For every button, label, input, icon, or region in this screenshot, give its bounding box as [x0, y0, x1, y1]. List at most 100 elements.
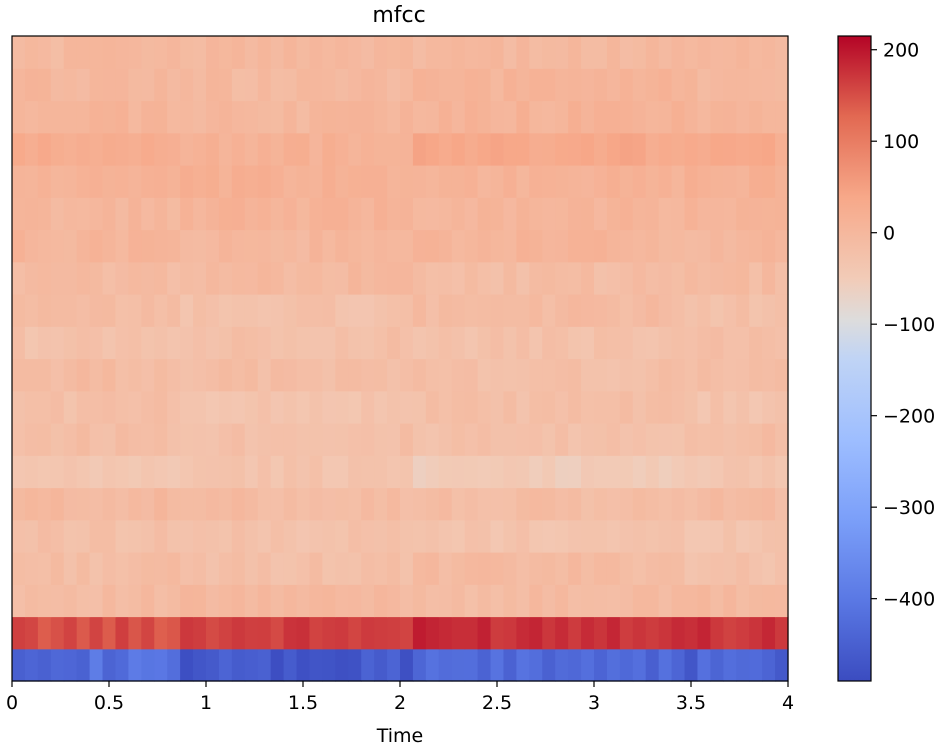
heatmap-cell-coef-9-frame-4 — [63, 358, 78, 392]
heatmap-cell-coef-12-frame-49 — [645, 261, 660, 295]
heatmap-cell-coef-19-frame-47 — [619, 36, 634, 69]
heatmap-cell-coef-13-frame-50 — [658, 229, 673, 263]
heatmap-cell-coef-3-frame-45 — [594, 552, 608, 585]
heatmap-cell-coef-4-frame-53 — [697, 519, 711, 553]
heatmap-cell-coef-10-frame-56 — [736, 326, 750, 360]
heatmap-cell-coef-8-frame-46 — [606, 390, 621, 424]
heatmap-cell-coef-18-frame-26 — [348, 68, 362, 102]
heatmap-cell-coef-19-frame-42 — [555, 36, 569, 69]
heatmap-cell-coef-6-frame-20 — [270, 455, 285, 489]
heatmap-cell-coef-4-frame-47 — [619, 519, 634, 553]
heatmap-cell-coef-1-frame-26 — [348, 616, 362, 650]
heatmap-cell-coef-8-frame-17 — [231, 390, 246, 424]
heatmap-cell-coef-5-frame-40 — [529, 487, 543, 521]
heatmap-cell-coef-12-frame-41 — [542, 261, 556, 295]
heatmap-cell-coef-13-frame-38 — [503, 229, 517, 263]
heatmap-cell-coef-2-frame-21 — [283, 584, 298, 618]
heatmap-cell-coef-1-frame-43 — [568, 616, 582, 650]
heatmap-cell-coef-13-frame-17 — [231, 229, 246, 263]
heatmap-cell-coef-3-frame-4 — [63, 552, 78, 585]
heatmap-cell-coef-14-frame-43 — [568, 197, 582, 231]
heatmap-cell-coef-2-frame-47 — [619, 584, 634, 618]
heatmap-cell-coef-6-frame-31 — [412, 455, 427, 489]
heatmap-cell-coef-7-frame-36 — [477, 423, 492, 456]
heatmap-cell-coef-0-frame-41 — [542, 648, 556, 682]
heatmap-cell-coef-0-frame-45 — [594, 648, 608, 682]
heatmap-cell-coef-3-frame-2 — [37, 552, 52, 585]
heatmap-cell-coef-9-frame-43 — [568, 358, 582, 392]
heatmap-cell-coef-17-frame-37 — [490, 100, 505, 134]
heatmap-cell-coef-18-frame-27 — [361, 68, 375, 102]
heatmap-cell-coef-18-frame-37 — [490, 68, 505, 102]
heatmap-cell-coef-17-frame-45 — [594, 100, 608, 134]
heatmap-cell-coef-6-frame-8 — [115, 455, 129, 489]
heatmap-cell-coef-7-frame-50 — [658, 423, 673, 456]
heatmap-cell-coef-13-frame-21 — [283, 229, 298, 263]
heatmap-cell-coef-5-frame-42 — [555, 487, 569, 521]
heatmap-cell-coef-0-frame-16 — [218, 648, 233, 682]
heatmap-cell-coef-4-frame-30 — [400, 519, 414, 553]
heatmap-cell-coef-5-frame-11 — [154, 487, 168, 521]
heatmap-cell-coef-1-frame-20 — [270, 616, 285, 650]
heatmap-cell-coef-7-frame-34 — [451, 423, 466, 456]
heatmap-cell-coef-9-frame-53 — [697, 358, 711, 392]
heatmap-cell-coef-17-frame-42 — [555, 100, 569, 134]
heatmap-cell-coef-13-frame-6 — [89, 229, 104, 263]
heatmap-cell-coef-8-frame-9 — [128, 390, 142, 424]
heatmap-cell-coef-17-frame-46 — [606, 100, 621, 134]
heatmap-cell-coef-1-frame-45 — [594, 616, 608, 650]
chart-title: mfcc — [372, 3, 425, 28]
heatmap-cell-coef-0-frame-59 — [775, 648, 789, 682]
heatmap-cell-coef-19-frame-7 — [102, 36, 117, 69]
colorbar-ticks: 200 100 0 −100 −200 −300 −400 — [871, 40, 935, 611]
heatmap-cell-coef-12-frame-59 — [775, 261, 789, 295]
heatmap-cell-coef-4-frame-50 — [658, 519, 673, 553]
heatmap-cell-coef-16-frame-23 — [309, 132, 323, 166]
heatmap-cell-coef-7-frame-45 — [594, 423, 608, 456]
heatmap-cell-coef-13-frame-57 — [749, 229, 763, 263]
heatmap-cell-coef-0-frame-48 — [632, 648, 647, 682]
heatmap-cell-coef-3-frame-8 — [115, 552, 129, 585]
heatmap-cell-coef-5-frame-17 — [231, 487, 246, 521]
heatmap-cell-coef-10-frame-47 — [619, 326, 634, 360]
heatmap-cell-coef-7-frame-57 — [749, 423, 763, 456]
heatmap-cell-coef-17-frame-48 — [632, 100, 647, 134]
heatmap-cell-coef-13-frame-32 — [425, 229, 440, 263]
heatmap-cell-coef-1-frame-10 — [141, 616, 155, 650]
heatmap-cell-coef-10-frame-7 — [102, 326, 117, 360]
heatmap-cell-coef-11-frame-10 — [141, 294, 155, 327]
heatmap-cell-coef-11-frame-24 — [322, 294, 336, 327]
heatmap-cell-coef-19-frame-35 — [464, 36, 479, 69]
heatmap-cell-coef-17-frame-59 — [775, 100, 789, 134]
heatmap-cell-coef-15-frame-39 — [516, 165, 530, 198]
heatmap-cell-coef-2-frame-31 — [412, 584, 427, 618]
heatmap-cell-coef-19-frame-2 — [37, 36, 52, 69]
heatmap-cell-coef-2-frame-32 — [425, 584, 440, 618]
heatmap-cell-coef-6-frame-43 — [568, 455, 582, 489]
heatmap-cell-coef-18-frame-33 — [438, 68, 453, 102]
heatmap-cell-coef-10-frame-39 — [516, 326, 530, 360]
heatmap-cell-coef-17-frame-31 — [412, 100, 427, 134]
heatmap-cell-coef-5-frame-55 — [723, 487, 737, 521]
heatmap-cell-coef-17-frame-27 — [361, 100, 375, 134]
heatmap-cell-coef-19-frame-15 — [206, 36, 220, 69]
heatmap-cell-coef-5-frame-52 — [684, 487, 699, 521]
heatmap-cell-coef-10-frame-6 — [89, 326, 104, 360]
heatmap-cell-coef-10-frame-36 — [477, 326, 492, 360]
heatmap-cell-coef-14-frame-4 — [63, 197, 78, 231]
heatmap-cell-coef-17-frame-41 — [542, 100, 556, 134]
heatmap-cell-coef-2-frame-12 — [167, 584, 181, 618]
heatmap-cell-coef-0-frame-18 — [244, 648, 259, 682]
heatmap-cell-coef-0-frame-49 — [645, 648, 660, 682]
heatmap-cell-coef-5-frame-49 — [645, 487, 660, 521]
heatmap-cell-coef-6-frame-59 — [775, 455, 789, 489]
heatmap-cell-coef-7-frame-15 — [206, 423, 220, 456]
heatmap-cell-coef-5-frame-44 — [581, 487, 595, 521]
heatmap-cell-coef-2-frame-39 — [516, 584, 530, 618]
heatmap-cell-coef-9-frame-52 — [684, 358, 699, 392]
heatmap-cell-coef-12-frame-53 — [697, 261, 711, 295]
heatmap-cell-coef-2-frame-59 — [775, 584, 789, 618]
heatmap-cell-coef-13-frame-12 — [167, 229, 181, 263]
heatmap-cell-coef-8-frame-10 — [141, 390, 155, 424]
heatmap-cell-coef-11-frame-14 — [193, 294, 207, 327]
